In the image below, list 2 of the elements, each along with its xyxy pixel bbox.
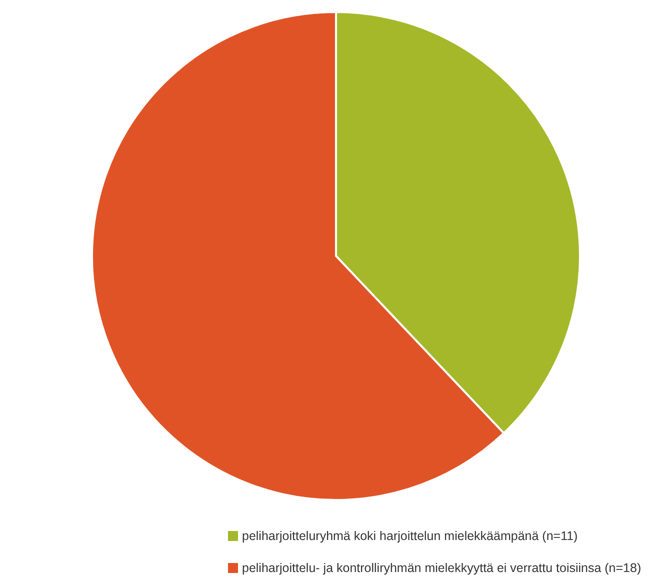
legend-label: peliharjoittelu- ja kontrolliryhmän mielekkyyttä ei verrattu toisiinsa (n=18) [242,561,642,575]
legend-label: peliharjoitteluryhmä koki harjoittelun mielekkäämpänä (n=11) [242,529,578,543]
